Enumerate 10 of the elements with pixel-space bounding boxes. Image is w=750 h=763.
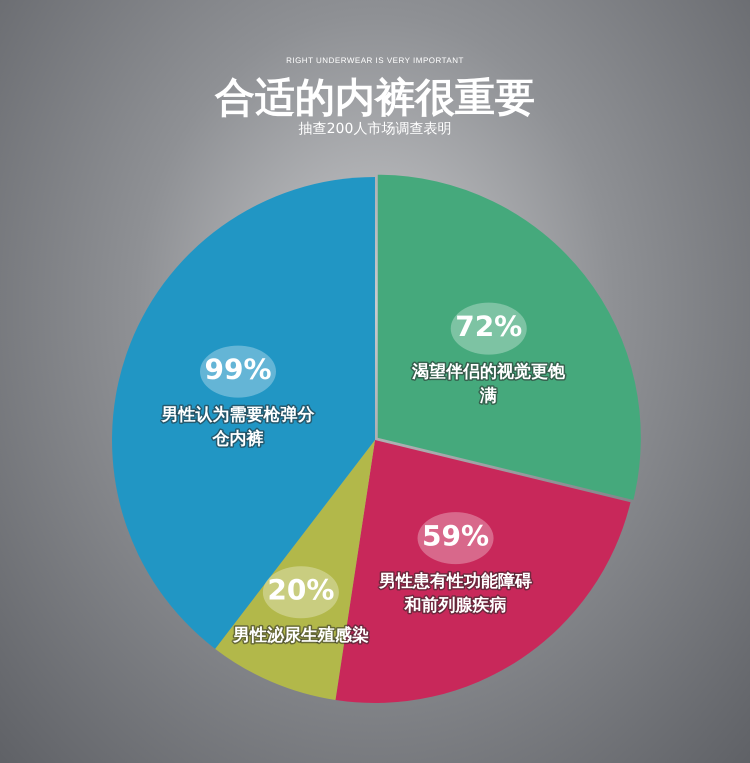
slice-label: 男性患有性功能障碍和前列腺疾病 bbox=[378, 572, 532, 616]
data-label: 72% bbox=[455, 310, 522, 343]
data-label: 99% bbox=[204, 352, 272, 386]
data-label: 59% bbox=[422, 519, 490, 552]
slice-label: 渴望伴侣的视觉更饱满 bbox=[411, 362, 566, 406]
data-label: 20% bbox=[267, 574, 334, 607]
slice-label: 男性认为需要枪弹分仓内裤 bbox=[160, 404, 316, 449]
text: RIGHT UNDERWEAR IS VERY IMPORTANT bbox=[285, 56, 465, 65]
chart-title: 合适的内裤很重要 bbox=[214, 74, 536, 121]
chart-subtitle: 抽查200人市场调查表明 bbox=[298, 120, 452, 138]
